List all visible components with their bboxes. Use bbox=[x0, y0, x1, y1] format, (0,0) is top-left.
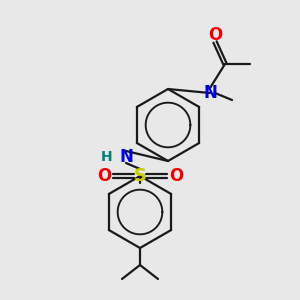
Text: H: H bbox=[101, 150, 113, 164]
Text: S: S bbox=[134, 167, 146, 185]
Text: N: N bbox=[119, 148, 133, 166]
Text: O: O bbox=[208, 26, 222, 44]
Text: N: N bbox=[203, 84, 217, 102]
Text: O: O bbox=[169, 167, 183, 185]
Text: O: O bbox=[97, 167, 111, 185]
